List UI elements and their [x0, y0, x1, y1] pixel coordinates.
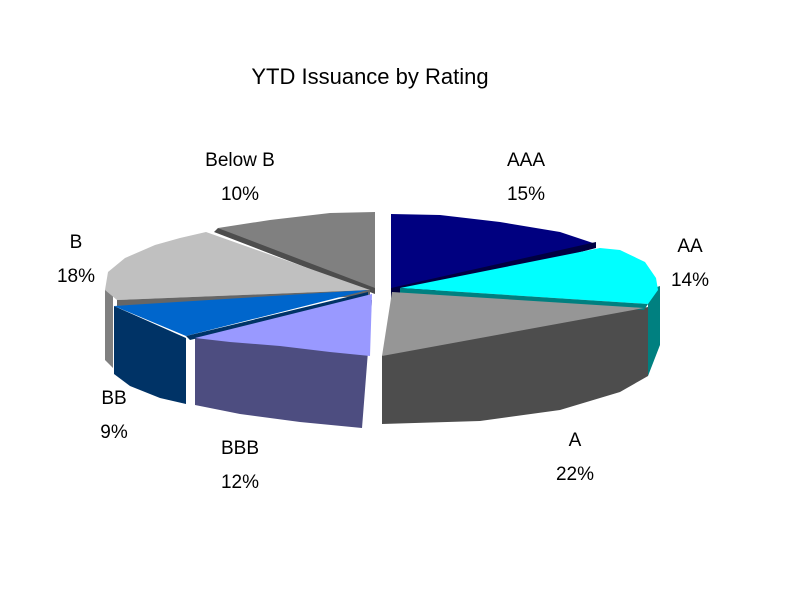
label-bb-pct: 9% — [100, 422, 128, 443]
label-a-pct: 22% — [555, 464, 595, 485]
slice-b-side — [105, 290, 113, 368]
slice-bb-edge — [186, 292, 368, 340]
slice-a — [382, 292, 644, 356]
label-bb-name: BB — [101, 388, 127, 409]
label-b-pct: 18% — [56, 266, 96, 287]
slice-b — [105, 232, 370, 300]
label-below-b-name: Below B — [205, 150, 275, 171]
slice-bbb — [195, 294, 372, 356]
label-aaa: AAA 15% — [486, 144, 566, 212]
slice-aa — [400, 248, 658, 304]
label-bbb-name: BBB — [220, 438, 260, 459]
slice-bb-side — [114, 306, 186, 404]
slice-aa-side — [648, 286, 660, 376]
label-aa: AA 14% — [660, 230, 720, 298]
slice-a-side — [382, 307, 648, 424]
label-aa-name: AA — [677, 236, 703, 257]
label-aaa-pct: 15% — [506, 184, 546, 205]
slice-below-b-edge — [214, 228, 375, 294]
label-b-name: B — [69, 232, 83, 253]
slice-below-b — [218, 212, 375, 292]
label-below-b: Below B 10% — [180, 144, 300, 212]
label-bbb: BBB 12% — [210, 432, 270, 500]
label-aaa-name: AAA — [506, 150, 546, 171]
label-below-b-pct: 10% — [220, 184, 260, 205]
label-b: B 18% — [46, 226, 106, 294]
label-bbb-pct: 12% — [220, 472, 260, 493]
label-a: A 22% — [545, 424, 605, 492]
chart-title: YTD Issuance by Rating — [251, 64, 489, 89]
label-aa-pct: 14% — [670, 270, 710, 291]
label-bb: BB 9% — [84, 382, 144, 450]
label-a-name: A — [568, 430, 582, 451]
slice-bb — [114, 290, 368, 336]
slice-aaa — [391, 214, 596, 296]
